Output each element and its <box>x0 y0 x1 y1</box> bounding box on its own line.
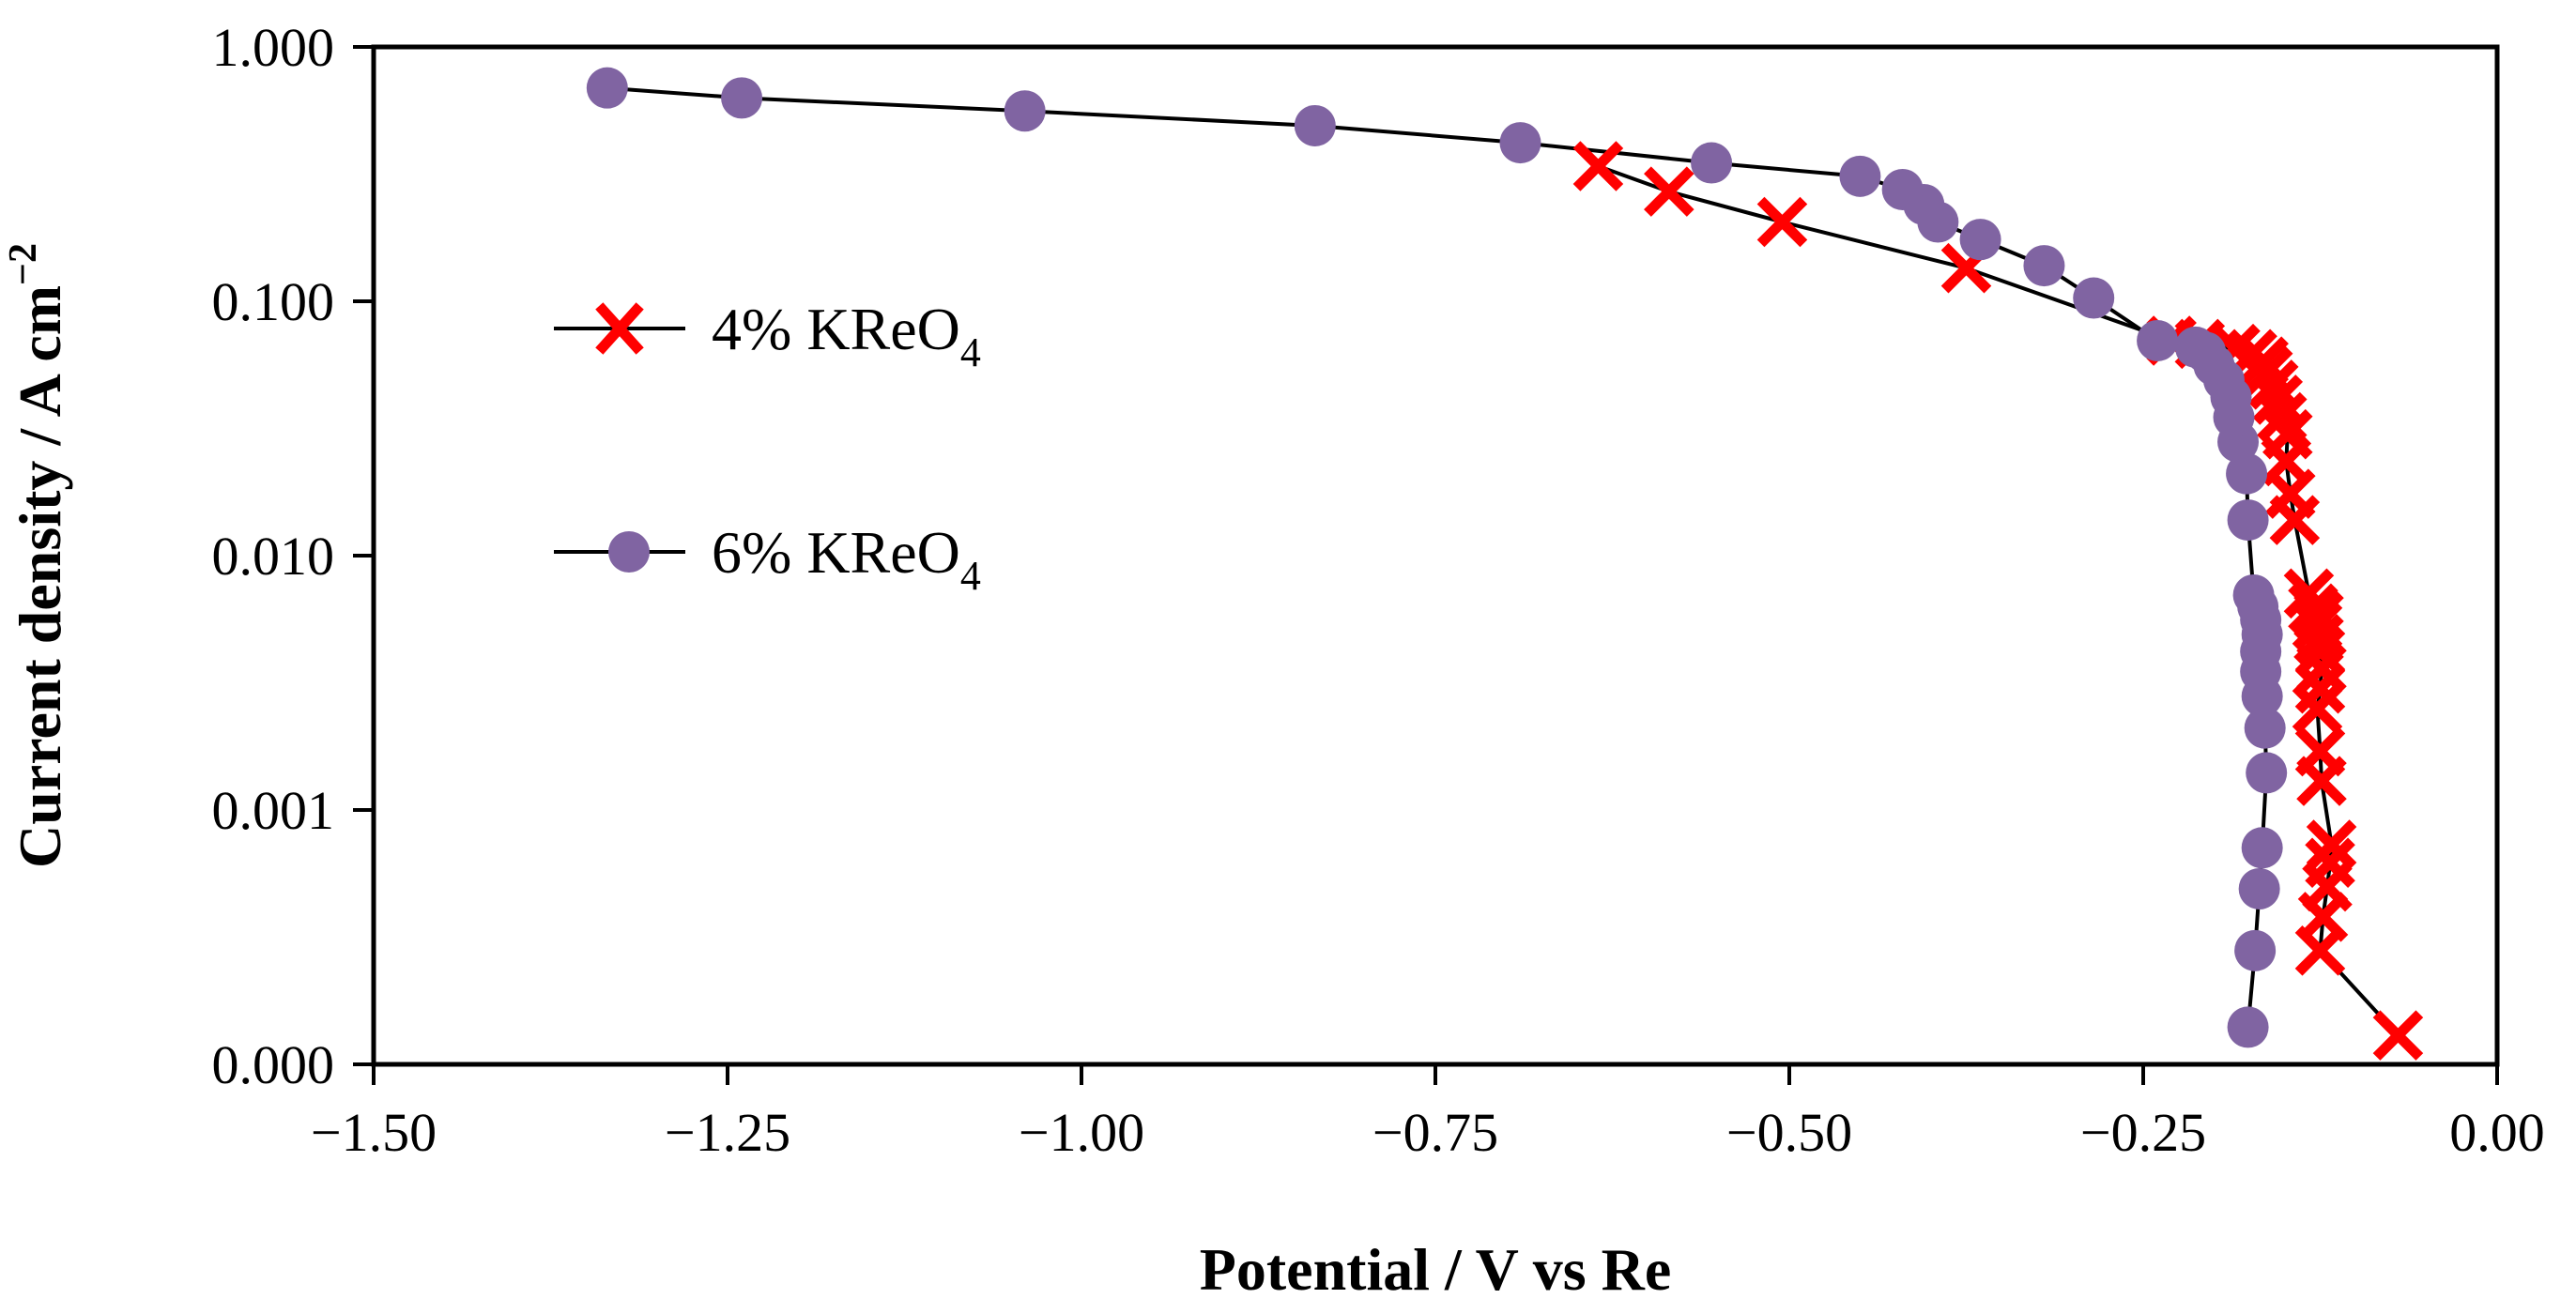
svg-text:4% KReO4: 4% KReO4 <box>712 296 981 375</box>
x-tick-label: −0.75 <box>1372 1102 1498 1163</box>
data-point-cross-stroke <box>2262 408 2313 460</box>
x-axis: −1.50 −1.25 −1.00 −0.75 −0.50 −0.25 0.00 <box>311 1064 2545 1163</box>
data-point-cross <box>2372 1010 2424 1061</box>
x-tick-label: −0.25 <box>2080 1102 2206 1163</box>
y-tick-label: 0.100 <box>212 271 335 332</box>
data-point-circle <box>1959 219 2001 261</box>
data-point-circle <box>2232 573 2275 616</box>
data-point-circle <box>586 67 628 109</box>
y-axis-title: Current density / A cm−2 <box>2 243 73 868</box>
data-point-circle <box>1839 155 1881 197</box>
data-point-circle <box>2227 499 2269 542</box>
data-point-circle <box>2246 752 2288 794</box>
data-point-circle <box>1294 104 1336 146</box>
legend-marker-4pct <box>595 302 644 355</box>
data-point-circle <box>2238 867 2280 909</box>
y-axis: 0.000 0.001 0.010 0.100 1.000 <box>212 17 374 1095</box>
data-point-circle <box>2137 319 2179 361</box>
data-point-cross-stroke <box>1756 196 1808 248</box>
data-point-cross-stroke <box>2297 892 2349 942</box>
data-point-cross <box>2294 726 2346 777</box>
y-tick-label: 0.001 <box>212 780 335 841</box>
data-point-circle <box>1881 168 1924 210</box>
y-tick-label: 1.000 <box>212 17 335 78</box>
legend-label-6pct-subscript: 4 <box>960 553 981 599</box>
data-point-circle <box>2226 452 2268 495</box>
data-point-cross-stroke <box>2247 359 2299 410</box>
data-point-cross <box>1572 141 1624 191</box>
data-point-circle <box>2174 326 2216 368</box>
data-point-cross <box>2306 819 2357 870</box>
legend-label-4pct: 4% KReO <box>712 296 960 362</box>
x-tick-label: −1.50 <box>311 1102 437 1163</box>
y-axis-title-superscript: −2 <box>2 243 45 285</box>
x-tick-label: −1.25 <box>665 1102 790 1163</box>
data-point-cross-stroke <box>2306 819 2357 870</box>
legend-item-6pct: 6% KReO4 <box>554 519 981 599</box>
data-point-circle <box>1004 90 1046 132</box>
legend-item-4pct: 4% KReO4 <box>554 296 981 375</box>
x-tick-label: −1.00 <box>1019 1102 1144 1163</box>
y-tick-label: 0.000 <box>212 1034 335 1095</box>
data-point-cross <box>1756 196 1808 248</box>
data-point-cross-stroke <box>2288 583 2338 634</box>
plot-area-frame <box>371 44 2500 1067</box>
data-point-circle <box>2244 707 2286 749</box>
data-point-cross-stroke <box>2294 726 2346 777</box>
data-point-cross <box>2283 568 2335 619</box>
legend-marker-6pct <box>608 531 650 573</box>
data-point-cross-stroke <box>2372 1010 2424 1061</box>
x-axis-title: Potential / V vs Re <box>1200 1236 1672 1303</box>
data-point-cross-stroke <box>1572 141 1624 191</box>
data-point-circle <box>2023 245 2065 287</box>
y-tick-label: 0.010 <box>212 526 335 587</box>
data-point-circle <box>2073 277 2115 319</box>
data-point-cross <box>1644 166 1694 217</box>
legend-label-4pct-subscript: 4 <box>960 329 981 375</box>
legend-label-6pct: 6% KReO <box>712 519 960 586</box>
x-tick-label: −0.50 <box>1726 1102 1852 1163</box>
data-point-cross-stroke <box>1644 166 1694 217</box>
data-point-circle <box>2241 827 2283 869</box>
legend: 4% KReO4 6% KReO4 <box>554 296 981 599</box>
data-point-cross-stroke <box>2227 328 2277 380</box>
series-markers <box>586 67 2424 1061</box>
data-point-circle <box>2234 929 2277 971</box>
data-point-circle <box>2227 1006 2269 1048</box>
data-point-circle <box>721 77 763 119</box>
data-point-cross-stroke <box>2294 925 2346 976</box>
data-point-circle <box>1499 122 1541 164</box>
data-point-cross-stroke <box>2283 568 2335 619</box>
data-point-circle <box>1691 142 1733 184</box>
series-line-0 <box>1597 164 2400 1037</box>
x-tick-label: 0.00 <box>2449 1102 2545 1163</box>
svg-text:6% KReO4: 6% KReO4 <box>712 519 981 599</box>
